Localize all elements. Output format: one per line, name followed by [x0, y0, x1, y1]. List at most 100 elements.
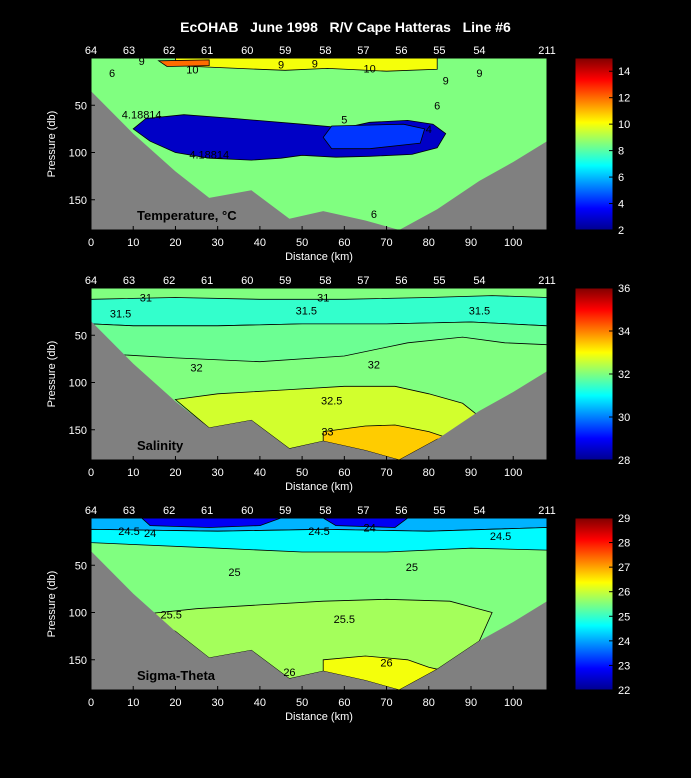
temperature-station-label: 57 [357, 45, 369, 57]
temperature-bathymetry [91, 91, 547, 230]
sigma-theta-xtick-label: 70 [380, 697, 392, 709]
salinity-bathymetry [91, 321, 547, 460]
sigma-theta-xtick-label: 80 [423, 697, 435, 709]
temperature-ytick-label: 100 [69, 148, 87, 160]
sigma-theta-contour-label-8: 25.5 [334, 614, 355, 626]
temperature-contour-label-13: 4 [426, 124, 432, 136]
sigma-theta-station-label: 57 [357, 505, 369, 517]
sigma-theta-contour-label-0: 24.5 [118, 526, 139, 538]
temperature-xtick-label: 0 [88, 237, 94, 249]
salinity-xtick-label: 30 [212, 467, 224, 479]
sigma-theta-contour-label-7: 25.5 [161, 609, 182, 621]
salinity-station-label: 61 [201, 275, 213, 287]
salinity-ytick-label: 50 [75, 330, 87, 342]
sigma-theta-bathymetry [91, 551, 547, 690]
salinity-contour-label-5: 32 [190, 362, 202, 374]
salinity-station-label: 211 [538, 275, 556, 287]
temperature-station-label: 60 [241, 45, 253, 57]
temperature-station-label: 58 [319, 45, 331, 57]
salinity-axes-frame [90, 287, 548, 461]
temperature-contour-label-4: 9 [312, 59, 318, 71]
salinity-colorbar-label: 28 [618, 455, 630, 467]
temperature-contour-label-0: 9 [139, 56, 145, 68]
temperature-xtick-label: 50 [296, 237, 308, 249]
salinity-xtick-label: 80 [423, 467, 435, 479]
temperature-station-label: 62 [163, 45, 175, 57]
sigma-theta-xlabel: Distance (km) [285, 711, 353, 723]
salinity-contour-label-2: 31.5 [110, 309, 131, 321]
temperature-station-label: 59 [279, 45, 291, 57]
salinity-station-label: 55 [433, 275, 445, 287]
temperature-colorbar-label: 14 [618, 66, 630, 78]
sigma-theta-colorbar-label: 25 [618, 611, 630, 623]
sigma-theta-ytick-label: 50 [75, 560, 87, 572]
sigma-theta-ytick-label: 150 [69, 655, 87, 667]
sigma-theta-contour-label-9: 26 [380, 658, 392, 670]
temperature-ytick-label: 150 [69, 195, 87, 207]
temperature-station-label: 211 [538, 45, 556, 57]
salinity-xtick-label: 70 [380, 467, 392, 479]
salinity-station-label: 63 [123, 275, 135, 287]
temperature-xtick-label: 30 [212, 237, 224, 249]
salinity-station-label: 58 [319, 275, 331, 287]
temperature-contour-label-3: 9 [278, 60, 284, 72]
sigma-theta-xtick-label: 30 [212, 697, 224, 709]
sigma-theta-colorbar-label: 29 [618, 513, 630, 525]
sigma-theta-contour-label-5: 25 [228, 567, 240, 579]
sigma-theta-station-label: 56 [395, 505, 407, 517]
salinity-contour-label-6: 32 [368, 360, 380, 372]
sigma-theta-xtick-label: 90 [465, 697, 477, 709]
sigma-theta-station-label: 61 [201, 505, 213, 517]
salinity-colorbar-label: 32 [618, 369, 630, 381]
salinity-contour-label-4: 31.5 [469, 306, 490, 318]
salinity-colorbar-label: 30 [618, 412, 630, 424]
salinity-xtick-label: 10 [127, 467, 139, 479]
salinity-station-label: 54 [473, 275, 485, 287]
temperature-contour-label-12: 6 [371, 209, 377, 221]
sigma-theta-xtick-label: 100 [504, 697, 522, 709]
salinity-xtick-label: 50 [296, 467, 308, 479]
temperature-ylabel: Pressure (db) [46, 111, 58, 178]
temperature-colorbar-label: 10 [618, 119, 630, 131]
temperature-contour-field [91, 58, 547, 230]
temperature-contour-label-7: 9 [443, 76, 449, 88]
sigma-theta-colorbar-label: 22 [618, 685, 630, 697]
salinity-contour-label-8: 33 [321, 427, 333, 439]
salinity-station-label: 59 [279, 275, 291, 287]
sigma-theta-colorbar-label: 26 [618, 587, 630, 599]
salinity-xtick-label: 60 [338, 467, 350, 479]
sigma-theta-colorbar-label: 24 [618, 636, 630, 648]
temperature-contour-label-2: 10 [186, 64, 198, 76]
salinity-colorbar-label: 36 [618, 283, 630, 295]
sigma-theta-xtick-label: 50 [296, 697, 308, 709]
temperature-colorbar-label: 8 [618, 146, 624, 158]
salinity-ytick-label: 100 [69, 378, 87, 390]
salinity-ylabel: Pressure (db) [46, 341, 58, 408]
temperature-station-label: 61 [201, 45, 213, 57]
sigma-theta-contour-region-1 [141, 518, 282, 528]
temperature-station-label: 63 [123, 45, 135, 57]
sigma-theta-ytick-label: 100 [69, 608, 87, 620]
sigma-theta-xtick-label: 60 [338, 697, 350, 709]
sigma-theta-ylabel: Pressure (db) [46, 571, 58, 638]
temperature-colorbar-label: 12 [618, 93, 630, 105]
sigma-theta-xtick-label: 20 [169, 697, 181, 709]
temperature-ytick-label: 50 [75, 100, 87, 112]
sigma-theta-station-label: 60 [241, 505, 253, 517]
sigma-theta-contour-label-10: 26 [283, 667, 295, 679]
sigma-theta-station-label: 64 [85, 505, 97, 517]
temperature-xtick-label: 80 [423, 237, 435, 249]
salinity-xtick-label: 0 [88, 467, 94, 479]
temperature-contour-label-5: 10 [364, 63, 376, 75]
salinity-panel-label: Salinity [137, 438, 184, 453]
temperature-xtick-label: 90 [465, 237, 477, 249]
salinity-contour-region-1 [91, 321, 547, 363]
sigma-theta-colorbar-label: 27 [618, 562, 630, 574]
temperature-contour-region-1 [322, 123, 426, 150]
temperature-contour-label-10: 4.18814 [189, 149, 229, 161]
salinity-xtick-label: 90 [465, 467, 477, 479]
temperature-colorbar-label: 6 [618, 172, 624, 184]
salinity-xtick-label: 100 [504, 467, 522, 479]
sigma-theta-contour-label-3: 24 [364, 522, 376, 534]
salinity-colorbar-label: 34 [618, 326, 630, 338]
